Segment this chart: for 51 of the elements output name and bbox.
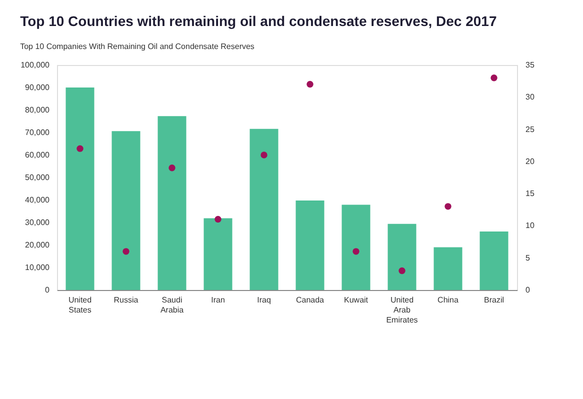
bar (434, 247, 462, 290)
y-tick-label: 50,000 (25, 173, 50, 182)
y-tick-label: 70,000 (25, 128, 50, 137)
bar (250, 128, 278, 290)
y2-tick-label: 20 (526, 156, 535, 166)
point (444, 203, 452, 210)
y-tick-label: 30,000 (25, 218, 50, 227)
point (260, 152, 268, 158)
y-tick-label: 60,000 (25, 150, 50, 160)
point (490, 74, 498, 82)
x-tick-label: Iran (211, 296, 225, 304)
bar (342, 204, 370, 290)
bar (296, 200, 324, 290)
x-tick-label: Kuwait (344, 296, 369, 304)
bar (388, 224, 416, 290)
y-tick-label: 100,000 (20, 60, 50, 70)
x-tick-label: Canada (296, 296, 325, 304)
point (306, 80, 314, 88)
x-tick-label: Iraq (257, 296, 271, 304)
y-tick-label: 40,000 (25, 196, 50, 204)
chart-title: Top 10 Countries with remaining oil and condensate reserves, Dec 2017 (20, 13, 497, 29)
y-tick-label: 90,000 (25, 83, 50, 92)
point (352, 248, 360, 255)
bar (112, 131, 140, 290)
bar (480, 232, 508, 290)
y2-tick-label: 30 (526, 92, 535, 102)
y2-tick-label: 10 (526, 221, 535, 230)
x-tick-label: United Arab Emirates (386, 296, 418, 324)
point (168, 164, 176, 172)
bar (66, 88, 94, 290)
y2-tick-label: 25 (526, 124, 535, 134)
y2-tick-label: 35 (526, 60, 535, 70)
x-tick-label: Brazil (484, 296, 504, 304)
x-tick-label: Saudi Arabia (160, 296, 184, 314)
bar (204, 218, 232, 290)
chart-subtitle: Top 10 Companies With Remaining Oil and Condensate Reserves (20, 42, 254, 51)
y-tick-label: 80,000 (25, 106, 50, 114)
y-tick-label: 0 (45, 286, 50, 294)
y2-tick-label: 0 (526, 286, 530, 294)
bar (158, 116, 186, 290)
point (122, 248, 130, 255)
point (76, 145, 84, 152)
point (214, 216, 222, 223)
point (398, 267, 406, 274)
x-tick-label: Russia (114, 296, 139, 304)
y2-tick-label: 15 (526, 189, 535, 198)
y-tick-label: 20,000 (25, 240, 50, 250)
x-tick-label: United States (68, 296, 92, 314)
y2-tick-label: 5 (526, 253, 530, 262)
y-tick-label: 10,000 (25, 263, 50, 272)
x-tick-label: China (438, 296, 459, 304)
